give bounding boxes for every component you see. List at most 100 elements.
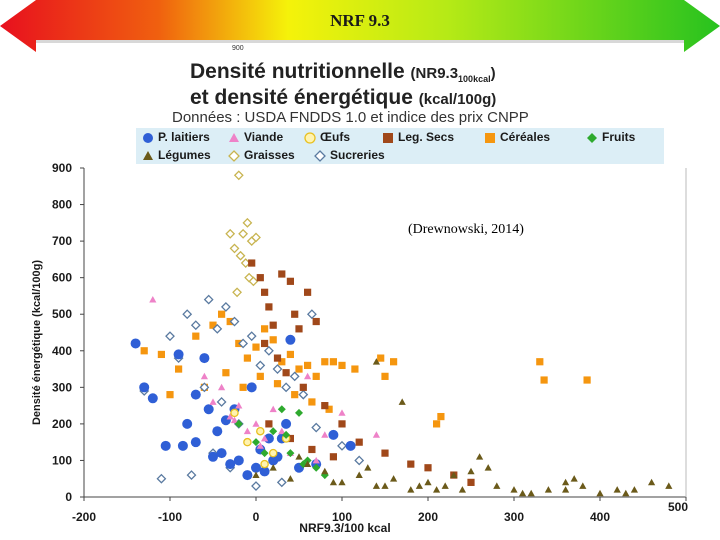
point-céréales <box>261 325 269 333</box>
chart-legend: P. laitiers Viande Œufs Leg. Secs Céréales Fr… <box>136 128 664 164</box>
point-leg-secs <box>329 453 337 461</box>
point-légumes <box>321 467 329 475</box>
point-sucreries <box>182 309 193 320</box>
point-p-laitiers <box>190 437 201 448</box>
point-leg-secs <box>312 317 320 326</box>
point-leg-secs <box>291 310 299 318</box>
point-viande <box>372 431 380 438</box>
legend-label: Sucreries <box>330 148 385 162</box>
point-céréales <box>351 365 359 373</box>
point-leg-secs <box>321 402 329 410</box>
point-viande <box>278 427 286 435</box>
point-légumes <box>458 486 466 493</box>
point-graisses <box>251 232 261 243</box>
point-fruits <box>312 463 321 472</box>
point-sucreries <box>229 316 240 327</box>
legend-item-leg-secs: Leg. Secs <box>382 130 454 144</box>
yellow-diamond-icon <box>228 149 240 162</box>
point-p-laitiers <box>212 426 223 437</box>
point-leg-secs <box>381 449 389 457</box>
point-légumes <box>398 398 406 405</box>
point-viande <box>226 412 234 420</box>
point-légumes <box>467 467 475 475</box>
x-tick-label: 500 <box>668 500 688 514</box>
point-sucreries <box>272 364 283 374</box>
point-viande <box>200 372 208 380</box>
point-p-laitiers <box>130 338 141 349</box>
point-viande <box>269 405 277 413</box>
point-céréales <box>540 376 548 384</box>
point-sucreries <box>238 338 249 349</box>
point-céréales <box>390 358 398 366</box>
point-p-laitiers <box>182 418 193 429</box>
point-céréales <box>381 372 389 380</box>
point-légumes <box>329 478 337 486</box>
point-légumes <box>622 489 630 497</box>
blue-circle-icon <box>143 132 153 143</box>
point-sucreries <box>255 360 266 371</box>
pink-triangle-icon <box>229 132 239 142</box>
point-p-laitiers <box>177 440 188 451</box>
banner-title: NRF 9.3 <box>330 11 390 30</box>
y-tick-label: 300 <box>52 380 72 394</box>
point-sucreries <box>251 481 261 491</box>
chart-subtitle: Données : USDA FNDDS 1.0 et indice des p… <box>172 109 529 126</box>
chart-title-line1: Densité nutritionnelle (NR9.3100kcal) <box>190 60 496 84</box>
point-viande <box>321 431 329 438</box>
x-tick-label: 400 <box>590 510 610 524</box>
point-légumes <box>441 482 449 489</box>
point-sucreries <box>190 320 201 331</box>
point-légumes <box>252 471 260 478</box>
point-graisses <box>248 276 259 287</box>
point-céréales <box>433 420 441 428</box>
point-leg-secs <box>273 354 282 362</box>
point-p-laitiers <box>225 459 236 470</box>
green-diamond-icon <box>587 132 597 143</box>
point-céréales <box>304 361 312 369</box>
point-légumes <box>527 489 535 497</box>
point-céréales <box>286 350 294 359</box>
legend-label: P. laitiers <box>158 130 210 144</box>
point-p-laitiers <box>246 382 257 393</box>
point-fruits <box>252 438 260 447</box>
point-céréales <box>329 358 337 366</box>
point-viande <box>312 456 320 464</box>
point-légumes <box>407 486 415 493</box>
point-fruits <box>277 405 286 414</box>
point-leg-secs <box>248 259 256 267</box>
point-leg-secs <box>256 274 264 282</box>
point-légumes <box>424 478 432 486</box>
point-sucreries <box>199 382 210 393</box>
point-p-laitiers <box>208 451 218 462</box>
point-légumes <box>364 464 372 471</box>
point-sucreries <box>298 389 309 400</box>
point-sucreries <box>354 455 365 466</box>
point-légumes <box>493 482 501 489</box>
point-sucreries <box>263 345 274 356</box>
point-céréales <box>273 380 282 388</box>
point-œufs <box>256 426 265 436</box>
blue-diamond-icon <box>314 149 326 162</box>
point-légumes <box>476 453 484 460</box>
y-tick-label: 0 <box>65 490 72 504</box>
legend-label: Viande <box>244 130 284 144</box>
point-viande <box>256 442 264 449</box>
point-légumes <box>544 486 552 493</box>
point-légumes <box>613 486 621 493</box>
point-leg-secs <box>355 438 363 446</box>
y-tick-label: 600 <box>52 271 72 285</box>
point-sucreries <box>186 470 197 480</box>
point-viande <box>149 296 157 303</box>
point-graisses <box>242 217 253 228</box>
y-tick-label: 700 <box>52 234 72 248</box>
x-tick-label: 100 <box>332 510 352 524</box>
legend-label: Légumes <box>158 148 211 162</box>
point-leg-secs <box>269 321 277 329</box>
point-légumes <box>630 486 638 493</box>
point-légumes <box>355 471 363 478</box>
point-légumes <box>570 475 578 482</box>
point-légumes <box>372 482 380 489</box>
point-légumes <box>338 478 346 486</box>
y-axis-label: Densité énergétique (kcal/100g) <box>31 260 43 425</box>
